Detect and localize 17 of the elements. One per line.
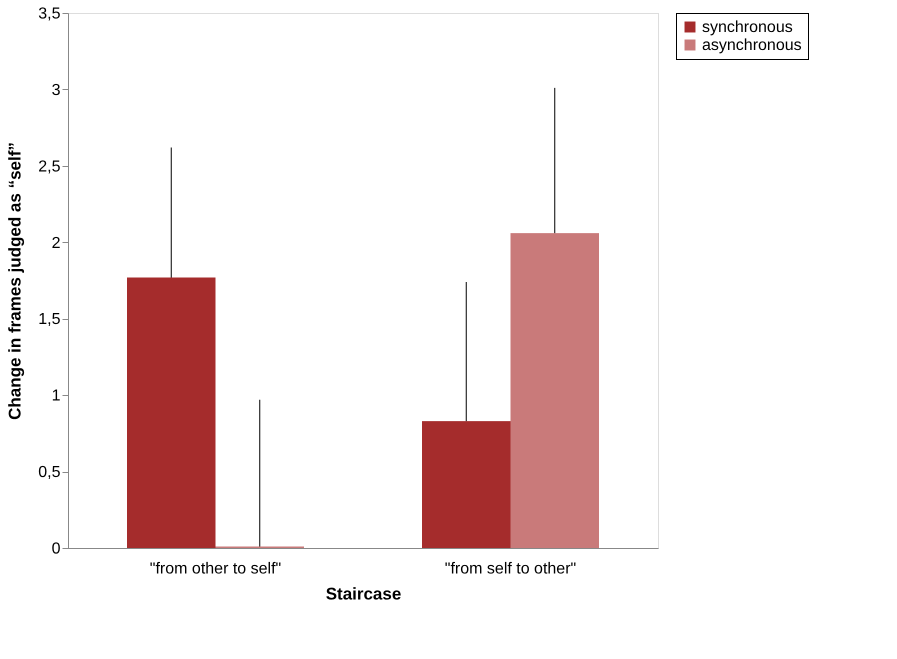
y-tick-label: 3,5: [38, 6, 61, 22]
bar: [510, 233, 599, 548]
legend-label: synchronous: [702, 19, 793, 36]
y-tick-label: 2: [52, 234, 61, 252]
y-tick-label: 3: [52, 82, 61, 99]
y-tick-label: 1: [52, 388, 61, 405]
bar: [127, 277, 216, 548]
x-axis-title: Staircase: [326, 584, 402, 604]
x-tick-label: "from self to other": [444, 560, 576, 578]
y-tick-label: 1,5: [38, 311, 61, 328]
y-tick-label: 2,5: [38, 158, 61, 176]
y-tick-label: 0: [52, 540, 61, 558]
legend-label: asynchronous: [702, 37, 802, 54]
y-axis-title: Change in frames judged as “self”: [5, 142, 24, 420]
bar: [422, 421, 510, 548]
x-tick-label: "from other to self": [150, 560, 282, 578]
y-tick-label: 0,5: [38, 464, 61, 482]
